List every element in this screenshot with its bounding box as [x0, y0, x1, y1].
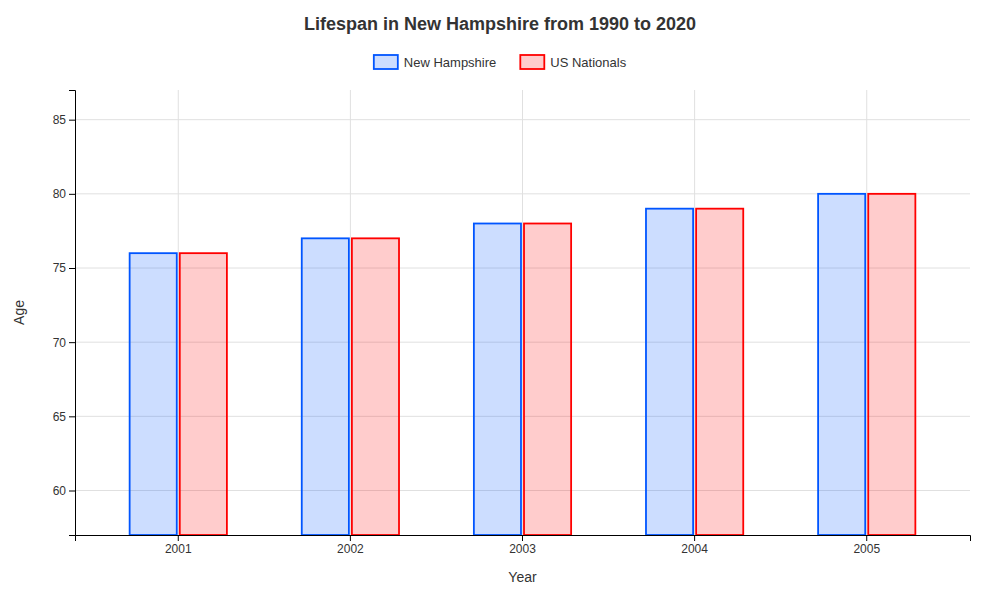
y-axis-title: Age — [11, 300, 27, 325]
chart-container: 60 65 70 75 80 85 2001 2002 2003 2004 2005 Lifespan… — [0, 0, 1000, 600]
bar — [868, 194, 915, 535]
grid-line — [350, 90, 351, 535]
tick-label: 2001 — [165, 542, 192, 556]
tick-label: 85 — [53, 113, 67, 127]
plot-area — [130, 194, 916, 535]
bar — [818, 194, 865, 535]
tick-mark — [866, 535, 867, 541]
bar — [646, 209, 693, 535]
axis-line — [76, 536, 971, 542]
bar — [302, 238, 349, 535]
x-axis: 2001 2002 2003 2004 2005 — [76, 535, 971, 556]
x-axis-title: Year — [508, 569, 537, 585]
grid-line — [522, 90, 523, 535]
tick: 2002 — [337, 535, 364, 556]
legend: New Hampshire US Nationals — [374, 55, 627, 70]
tick-label: 2003 — [509, 542, 536, 556]
grid-line — [694, 90, 695, 535]
tick-mark — [178, 535, 179, 541]
tick: 2005 — [853, 535, 880, 556]
tick-mark — [69, 342, 75, 343]
grid-line — [178, 90, 179, 535]
chart-title: Lifespan in New Hampshire from 1990 to 2… — [304, 14, 696, 34]
legend-swatch — [374, 55, 398, 69]
bar-series — [180, 194, 916, 535]
bar — [524, 224, 571, 536]
tick-mark — [69, 491, 75, 492]
axis-line — [69, 91, 76, 536]
tick-mark — [522, 535, 523, 541]
bar — [130, 253, 177, 535]
tick-label: 2005 — [853, 542, 880, 556]
grid-line — [866, 90, 867, 535]
chart-svg: 60 65 70 75 80 85 2001 2002 2003 2004 2005 Lifespan… — [0, 0, 1000, 600]
tick-label: 70 — [53, 336, 67, 350]
tick: 2003 — [509, 535, 536, 556]
bar — [696, 209, 743, 535]
bar — [352, 238, 399, 535]
tick-mark — [694, 535, 695, 541]
tick: 80 — [53, 187, 75, 201]
y-axis: 60 65 70 75 80 85 — [53, 91, 76, 536]
tick: 85 — [53, 113, 75, 127]
tick-label: 65 — [53, 410, 67, 424]
tick-mark — [350, 535, 351, 541]
legend-item: US Nationals — [520, 55, 626, 70]
tick-mark — [69, 268, 75, 269]
tick-label: 2004 — [681, 542, 708, 556]
tick: 65 — [53, 410, 75, 424]
tick: 2001 — [165, 535, 192, 556]
bar — [474, 224, 521, 536]
tick-label: 60 — [53, 484, 67, 498]
bar — [180, 253, 227, 535]
grid — [75, 90, 970, 535]
tick: 75 — [53, 261, 75, 275]
tick: 60 — [53, 484, 75, 498]
tick-label: 75 — [53, 261, 67, 275]
bar-series — [130, 194, 866, 535]
tick: 2004 — [681, 535, 708, 556]
tick-mark — [69, 416, 75, 417]
legend-label: US Nationals — [550, 55, 626, 70]
legend-item: New Hampshire — [374, 55, 496, 70]
tick-label: 80 — [53, 187, 67, 201]
legend-swatch — [520, 55, 544, 69]
tick-mark — [69, 194, 75, 195]
tick-label: 2002 — [337, 542, 364, 556]
tick-mark — [69, 120, 75, 121]
tick: 70 — [53, 336, 75, 350]
legend-label: New Hampshire — [404, 55, 496, 70]
